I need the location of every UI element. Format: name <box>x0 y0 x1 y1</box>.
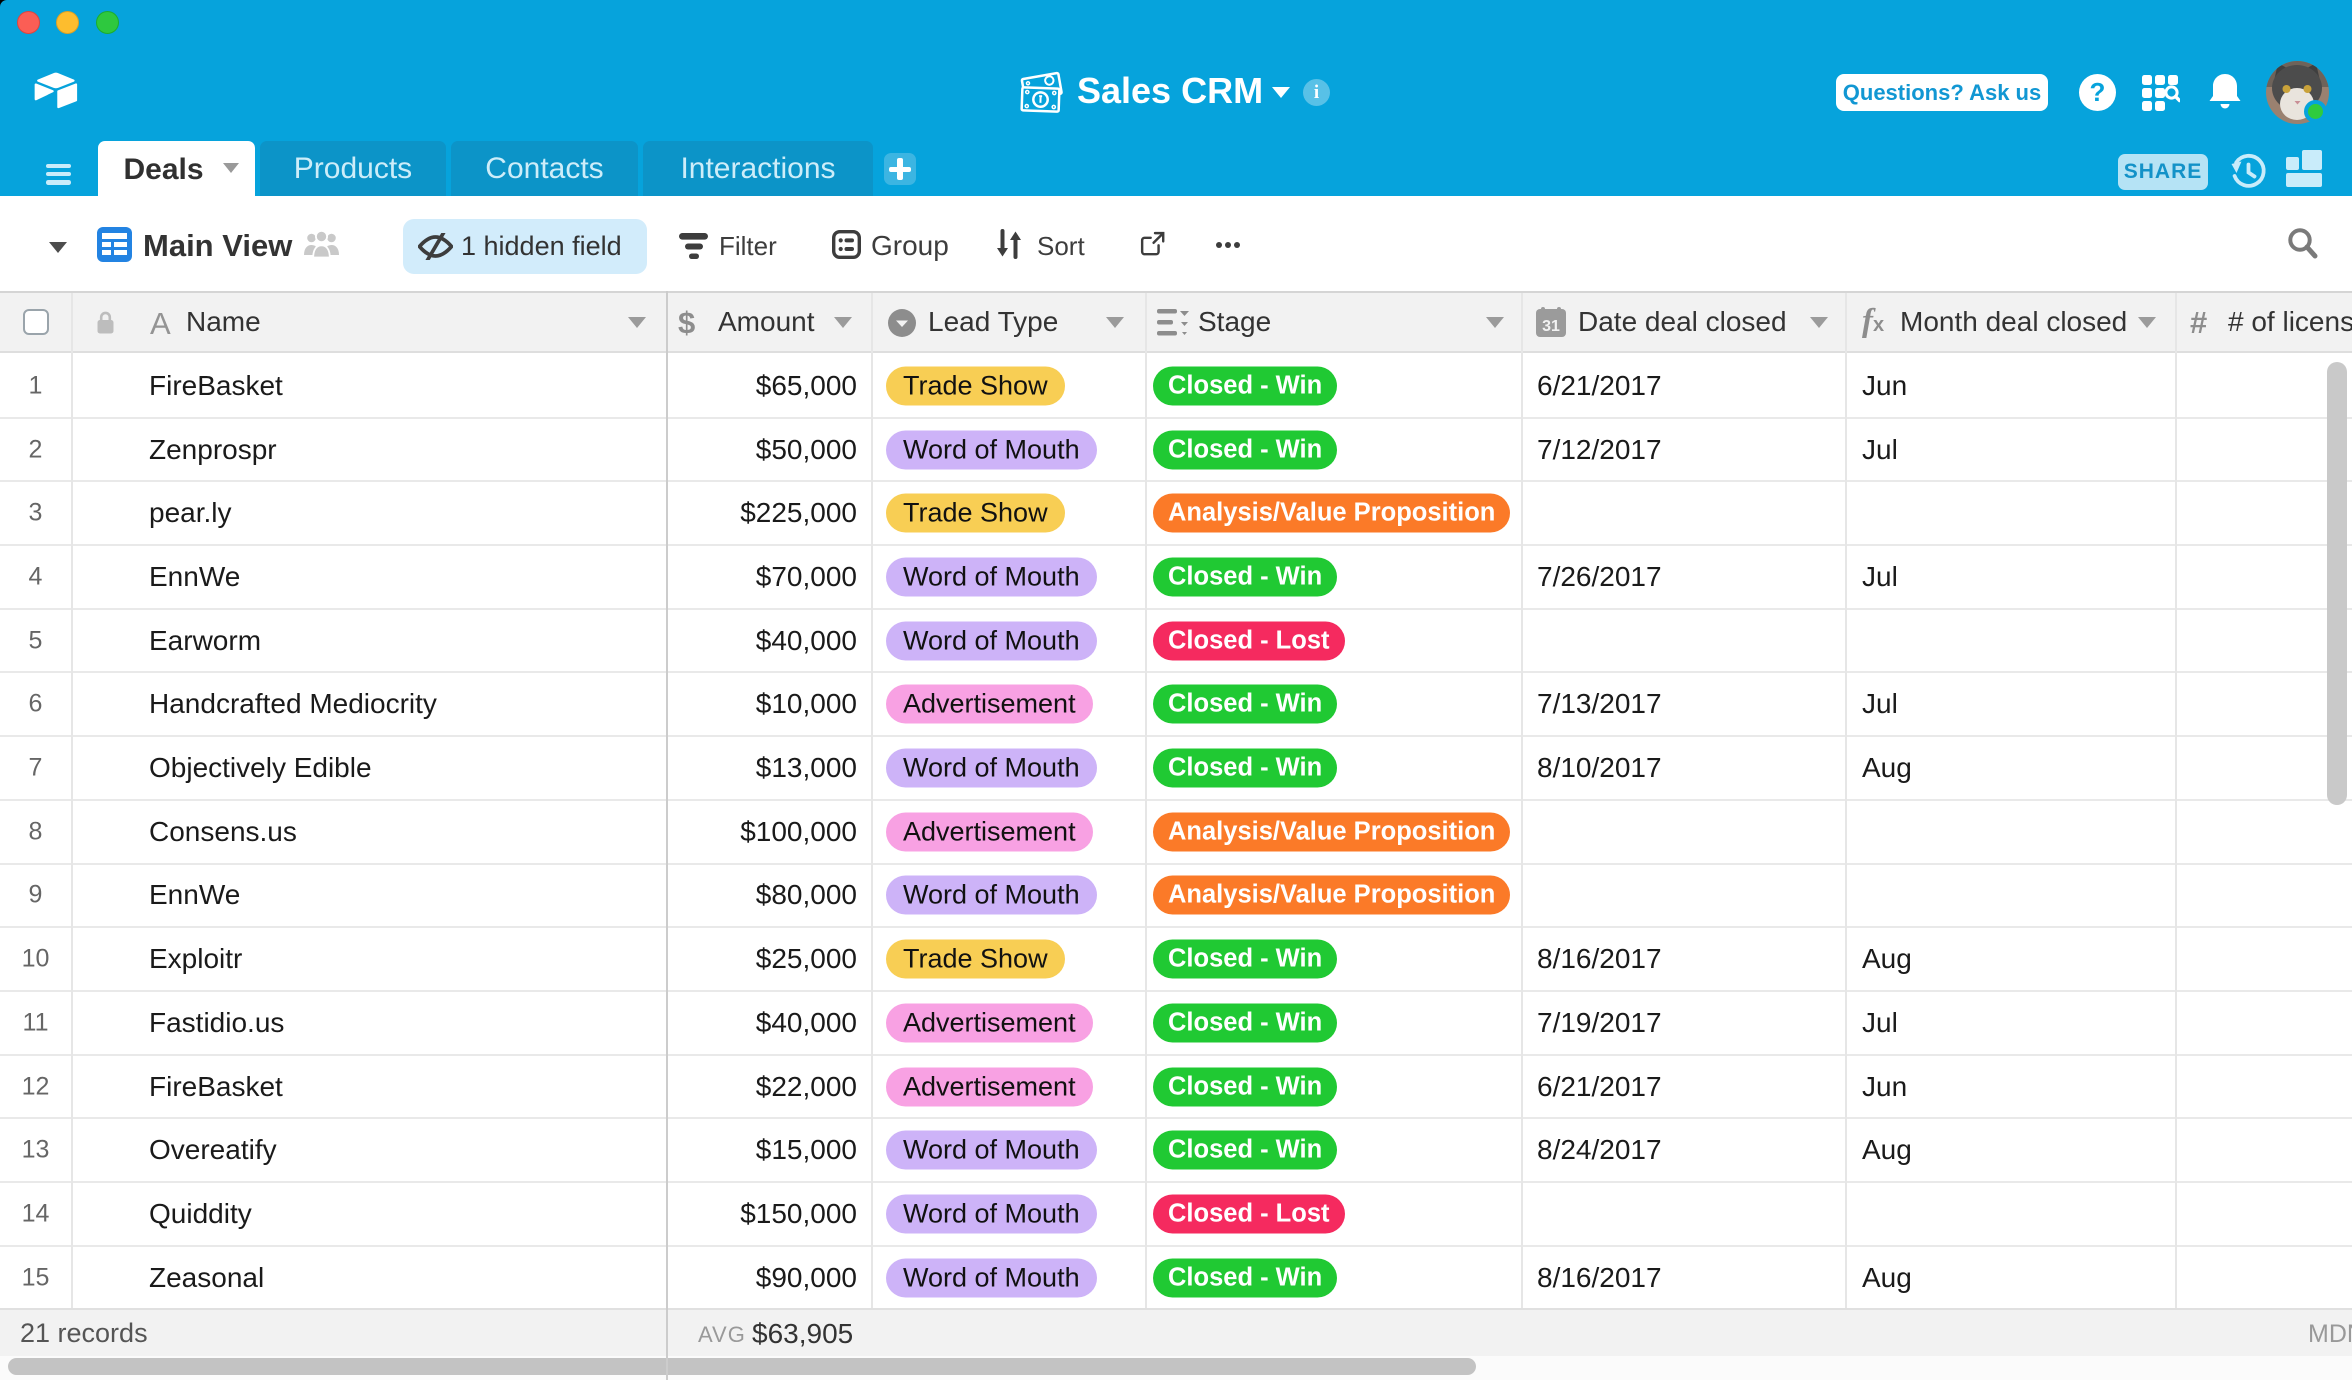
svg-text:31: 31 <box>1542 318 1560 335</box>
